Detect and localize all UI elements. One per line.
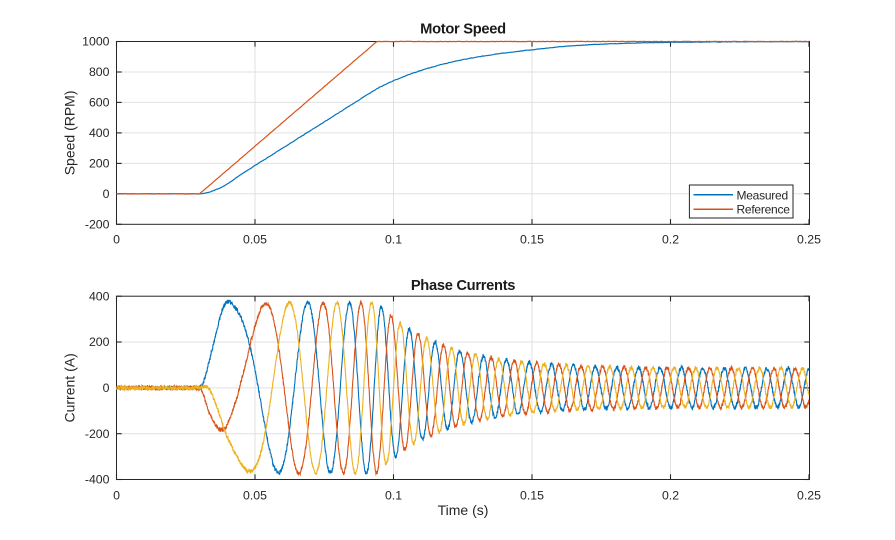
svg-text:0: 0 xyxy=(103,381,110,395)
svg-text:0: 0 xyxy=(113,488,120,502)
svg-text:-200: -200 xyxy=(85,427,110,441)
svg-text:0.05: 0.05 xyxy=(243,233,267,247)
svg-text:0: 0 xyxy=(113,233,120,247)
svg-text:0.15: 0.15 xyxy=(520,488,544,502)
svg-text:Time (s): Time (s) xyxy=(438,502,489,518)
svg-text:Speed (RPM): Speed (RPM) xyxy=(62,90,78,175)
svg-text:0.1: 0.1 xyxy=(385,488,402,502)
svg-text:0: 0 xyxy=(103,187,110,201)
svg-text:200: 200 xyxy=(89,157,110,171)
svg-text:800: 800 xyxy=(89,65,110,79)
svg-text:0.25: 0.25 xyxy=(797,488,821,502)
svg-text:0.05: 0.05 xyxy=(243,488,267,502)
svg-text:0.15: 0.15 xyxy=(520,233,544,247)
svg-text:0.1: 0.1 xyxy=(385,233,402,247)
svg-text:Phase Currents: Phase Currents xyxy=(411,278,515,294)
svg-text:400: 400 xyxy=(89,289,110,303)
svg-text:0.2: 0.2 xyxy=(662,488,679,502)
svg-text:600: 600 xyxy=(89,96,110,110)
svg-text:0.25: 0.25 xyxy=(797,233,821,247)
svg-text:Current (A): Current (A) xyxy=(62,353,78,422)
svg-text:Reference: Reference xyxy=(737,203,791,217)
svg-text:400: 400 xyxy=(89,126,110,140)
svg-text:Motor Speed: Motor Speed xyxy=(420,22,506,38)
svg-text:-200: -200 xyxy=(85,217,110,231)
svg-text:1000: 1000 xyxy=(82,35,110,49)
svg-text:200: 200 xyxy=(89,335,110,349)
svg-text:Measured: Measured xyxy=(737,188,788,202)
svg-text:-400: -400 xyxy=(85,473,110,487)
svg-text:0.2: 0.2 xyxy=(662,233,679,247)
